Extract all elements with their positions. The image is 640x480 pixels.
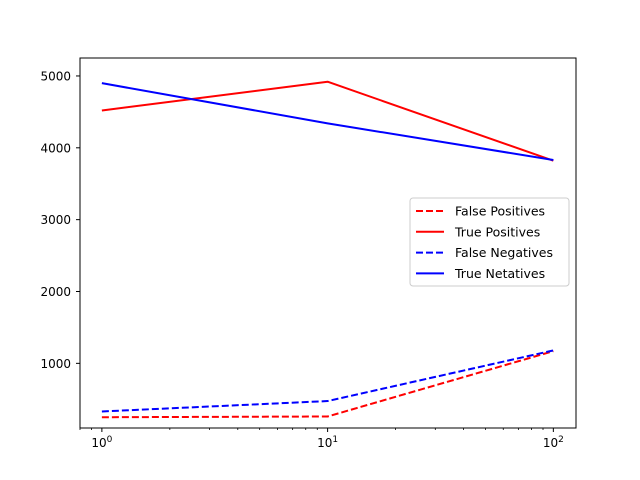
y-tick-label-0: 1000: [40, 357, 71, 371]
legend-label-3: True Netatives: [454, 266, 545, 281]
legend-label-1: True Positives: [454, 224, 540, 239]
series-line-0: [101, 350, 554, 419]
y-axis: 1000 2000 3000 4000 5000: [40, 69, 80, 371]
legend-box: [409, 197, 570, 287]
legend: False Positives True Positives False Negat…: [409, 197, 570, 287]
x-tick-label-0: 100: [91, 435, 112, 450]
y-tick-label-2: 3000: [40, 213, 71, 227]
series-line-2: [101, 349, 554, 413]
legend-label-0: False Positives: [455, 204, 545, 219]
plot-area: 100 101 102 1000 2000 3000 4000 5000: [40, 57, 577, 450]
y-tick-label-4: 5000: [40, 69, 71, 83]
x-tick-label-2: 102: [543, 435, 564, 450]
x-tick-label-1: 101: [317, 435, 338, 450]
series-layer: [101, 80, 554, 419]
y-tick-label-1: 2000: [40, 285, 71, 299]
y-tick-label-3: 4000: [40, 141, 71, 155]
series-line-1: [101, 80, 554, 162]
series-line-3: [101, 82, 554, 162]
legend-label-2: False Negatives: [455, 245, 553, 260]
x-axis: 100 101 102: [79, 428, 564, 450]
